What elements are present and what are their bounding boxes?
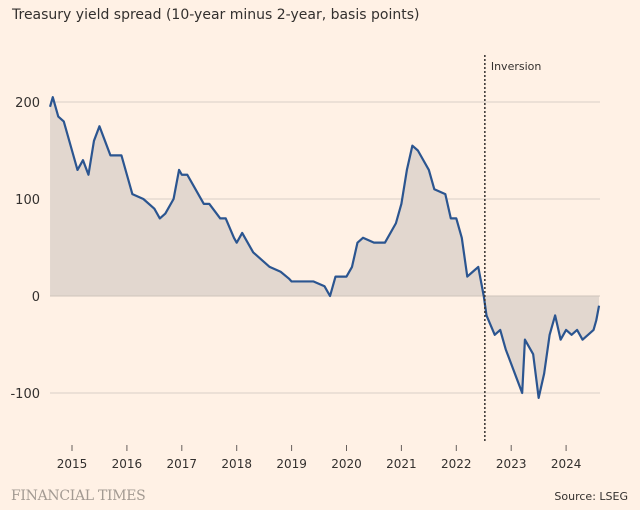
ft-logo: FINANCIAL TIMES [11,488,146,504]
chart-title: Treasury yield spread (10-year minus 2-y… [12,7,420,23]
y-tick-label: 100 [15,193,40,208]
x-tick-label: 2015 [57,457,88,471]
x-tick-label: 2022 [441,457,472,471]
area-fill [50,97,600,398]
source-note: Source: LSEG [554,490,628,503]
series-line [48,96,601,399]
y-tick-label: 200 [15,96,40,111]
y-tick-label: -100 [10,387,40,402]
x-tick-label: 2020 [331,457,362,471]
x-tick-label: 2021 [386,457,417,471]
x-tick-label: 2019 [276,457,307,471]
x-tick-label: 2024 [551,457,582,471]
y-tick-label: 0 [32,290,40,305]
x-tick-label: 2017 [167,457,198,471]
inversion-label: Inversion [491,60,542,73]
x-tick-label: 2023 [496,457,527,471]
x-tick-label: 2016 [112,457,143,471]
x-tick-label: 2018 [221,457,252,471]
